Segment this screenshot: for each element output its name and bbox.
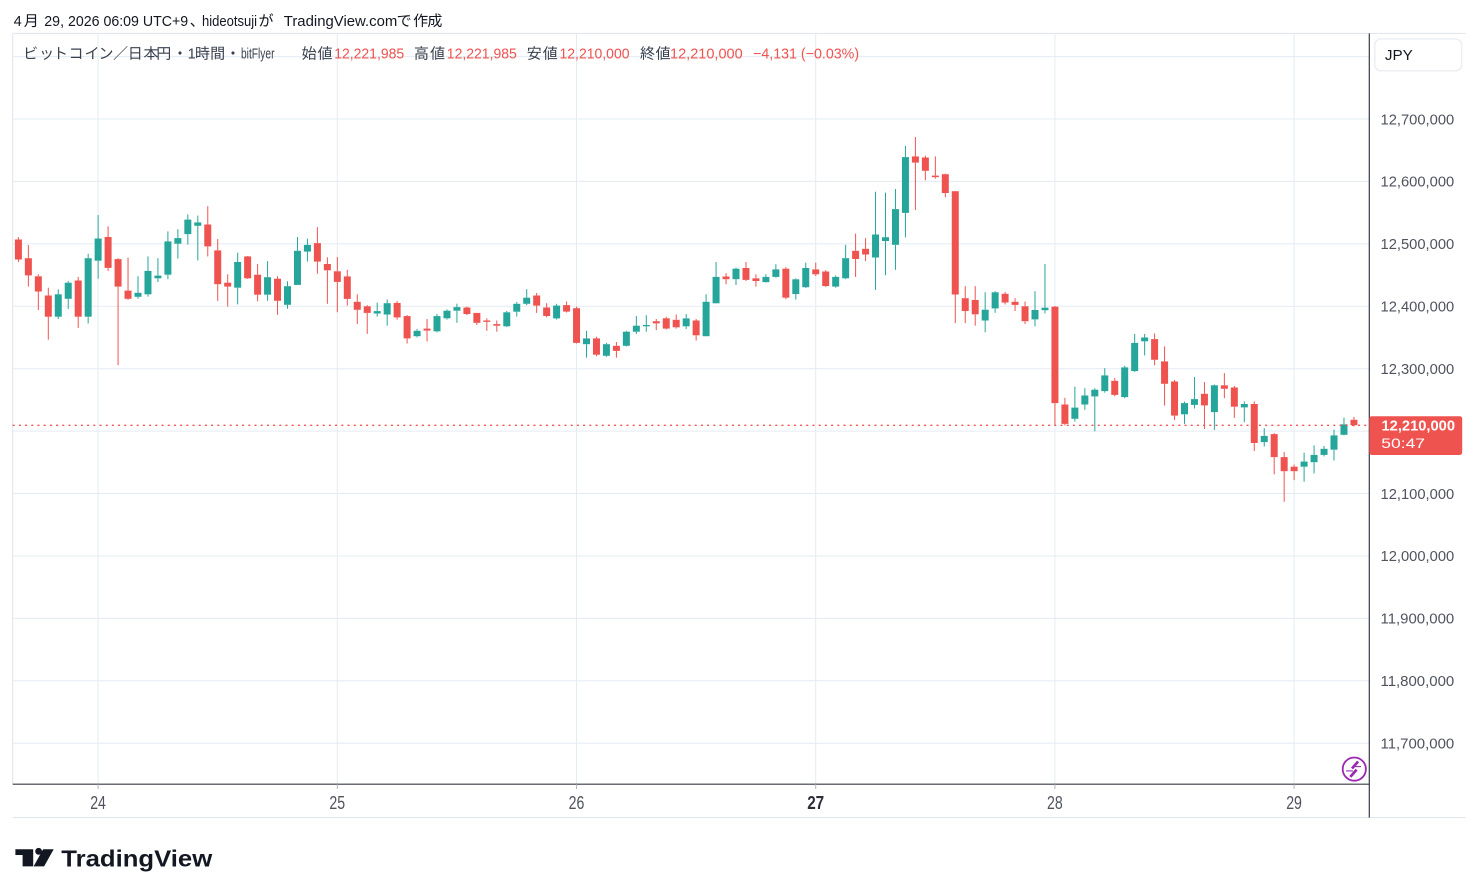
svg-text:11,700,000: 11,700,000	[1381, 736, 1455, 753]
svg-text:26: 26	[569, 793, 585, 813]
svg-text:−4,131 (−0.03%): −4,131 (−0.03%)	[753, 47, 859, 63]
svg-text:1: 1	[188, 47, 196, 63]
svg-text:12,210,000: 12,210,000	[1382, 417, 1456, 434]
svg-text:12,221,985: 12,221,985	[334, 47, 404, 63]
svg-text:29: 29	[1286, 793, 1302, 813]
svg-text:12,600,000: 12,600,000	[1381, 174, 1455, 191]
svg-text:TradingView.com: TradingView.com	[284, 14, 398, 30]
svg-text:12,400,000: 12,400,000	[1381, 299, 1455, 316]
svg-text:JPY: JPY	[1385, 47, 1413, 64]
svg-text:12,700,000: 12,700,000	[1381, 111, 1455, 128]
svg-text:12,300,000: 12,300,000	[1381, 361, 1455, 378]
svg-text:12,000,000: 12,000,000	[1381, 548, 1455, 565]
svg-text:12,210,000: 12,210,000	[560, 47, 630, 63]
svg-text:27: 27	[807, 793, 824, 813]
svg-text:11,800,000: 11,800,000	[1381, 673, 1455, 690]
svg-text:12,100,000: 12,100,000	[1381, 486, 1455, 503]
svg-text:11,900,000: 11,900,000	[1381, 611, 1455, 628]
svg-text:hideotsuji: hideotsuji	[202, 14, 257, 30]
svg-text:12,221,985: 12,221,985	[447, 47, 517, 63]
svg-text:29, 2026 06:09 UTC+9: 29, 2026 06:09 UTC+9	[44, 14, 188, 30]
svg-text:50:47: 50:47	[1381, 435, 1425, 451]
svg-text:12,500,000: 12,500,000	[1381, 236, 1455, 253]
svg-text:bitFlyer: bitFlyer	[241, 47, 275, 63]
svg-text:4: 4	[14, 14, 22, 30]
svg-text:12,210,000: 12,210,000	[670, 47, 743, 63]
svg-text:TradingView: TradingView	[61, 845, 213, 871]
svg-text:24: 24	[90, 793, 106, 813]
svg-text:25: 25	[329, 793, 345, 813]
svg-text:28: 28	[1047, 793, 1063, 813]
